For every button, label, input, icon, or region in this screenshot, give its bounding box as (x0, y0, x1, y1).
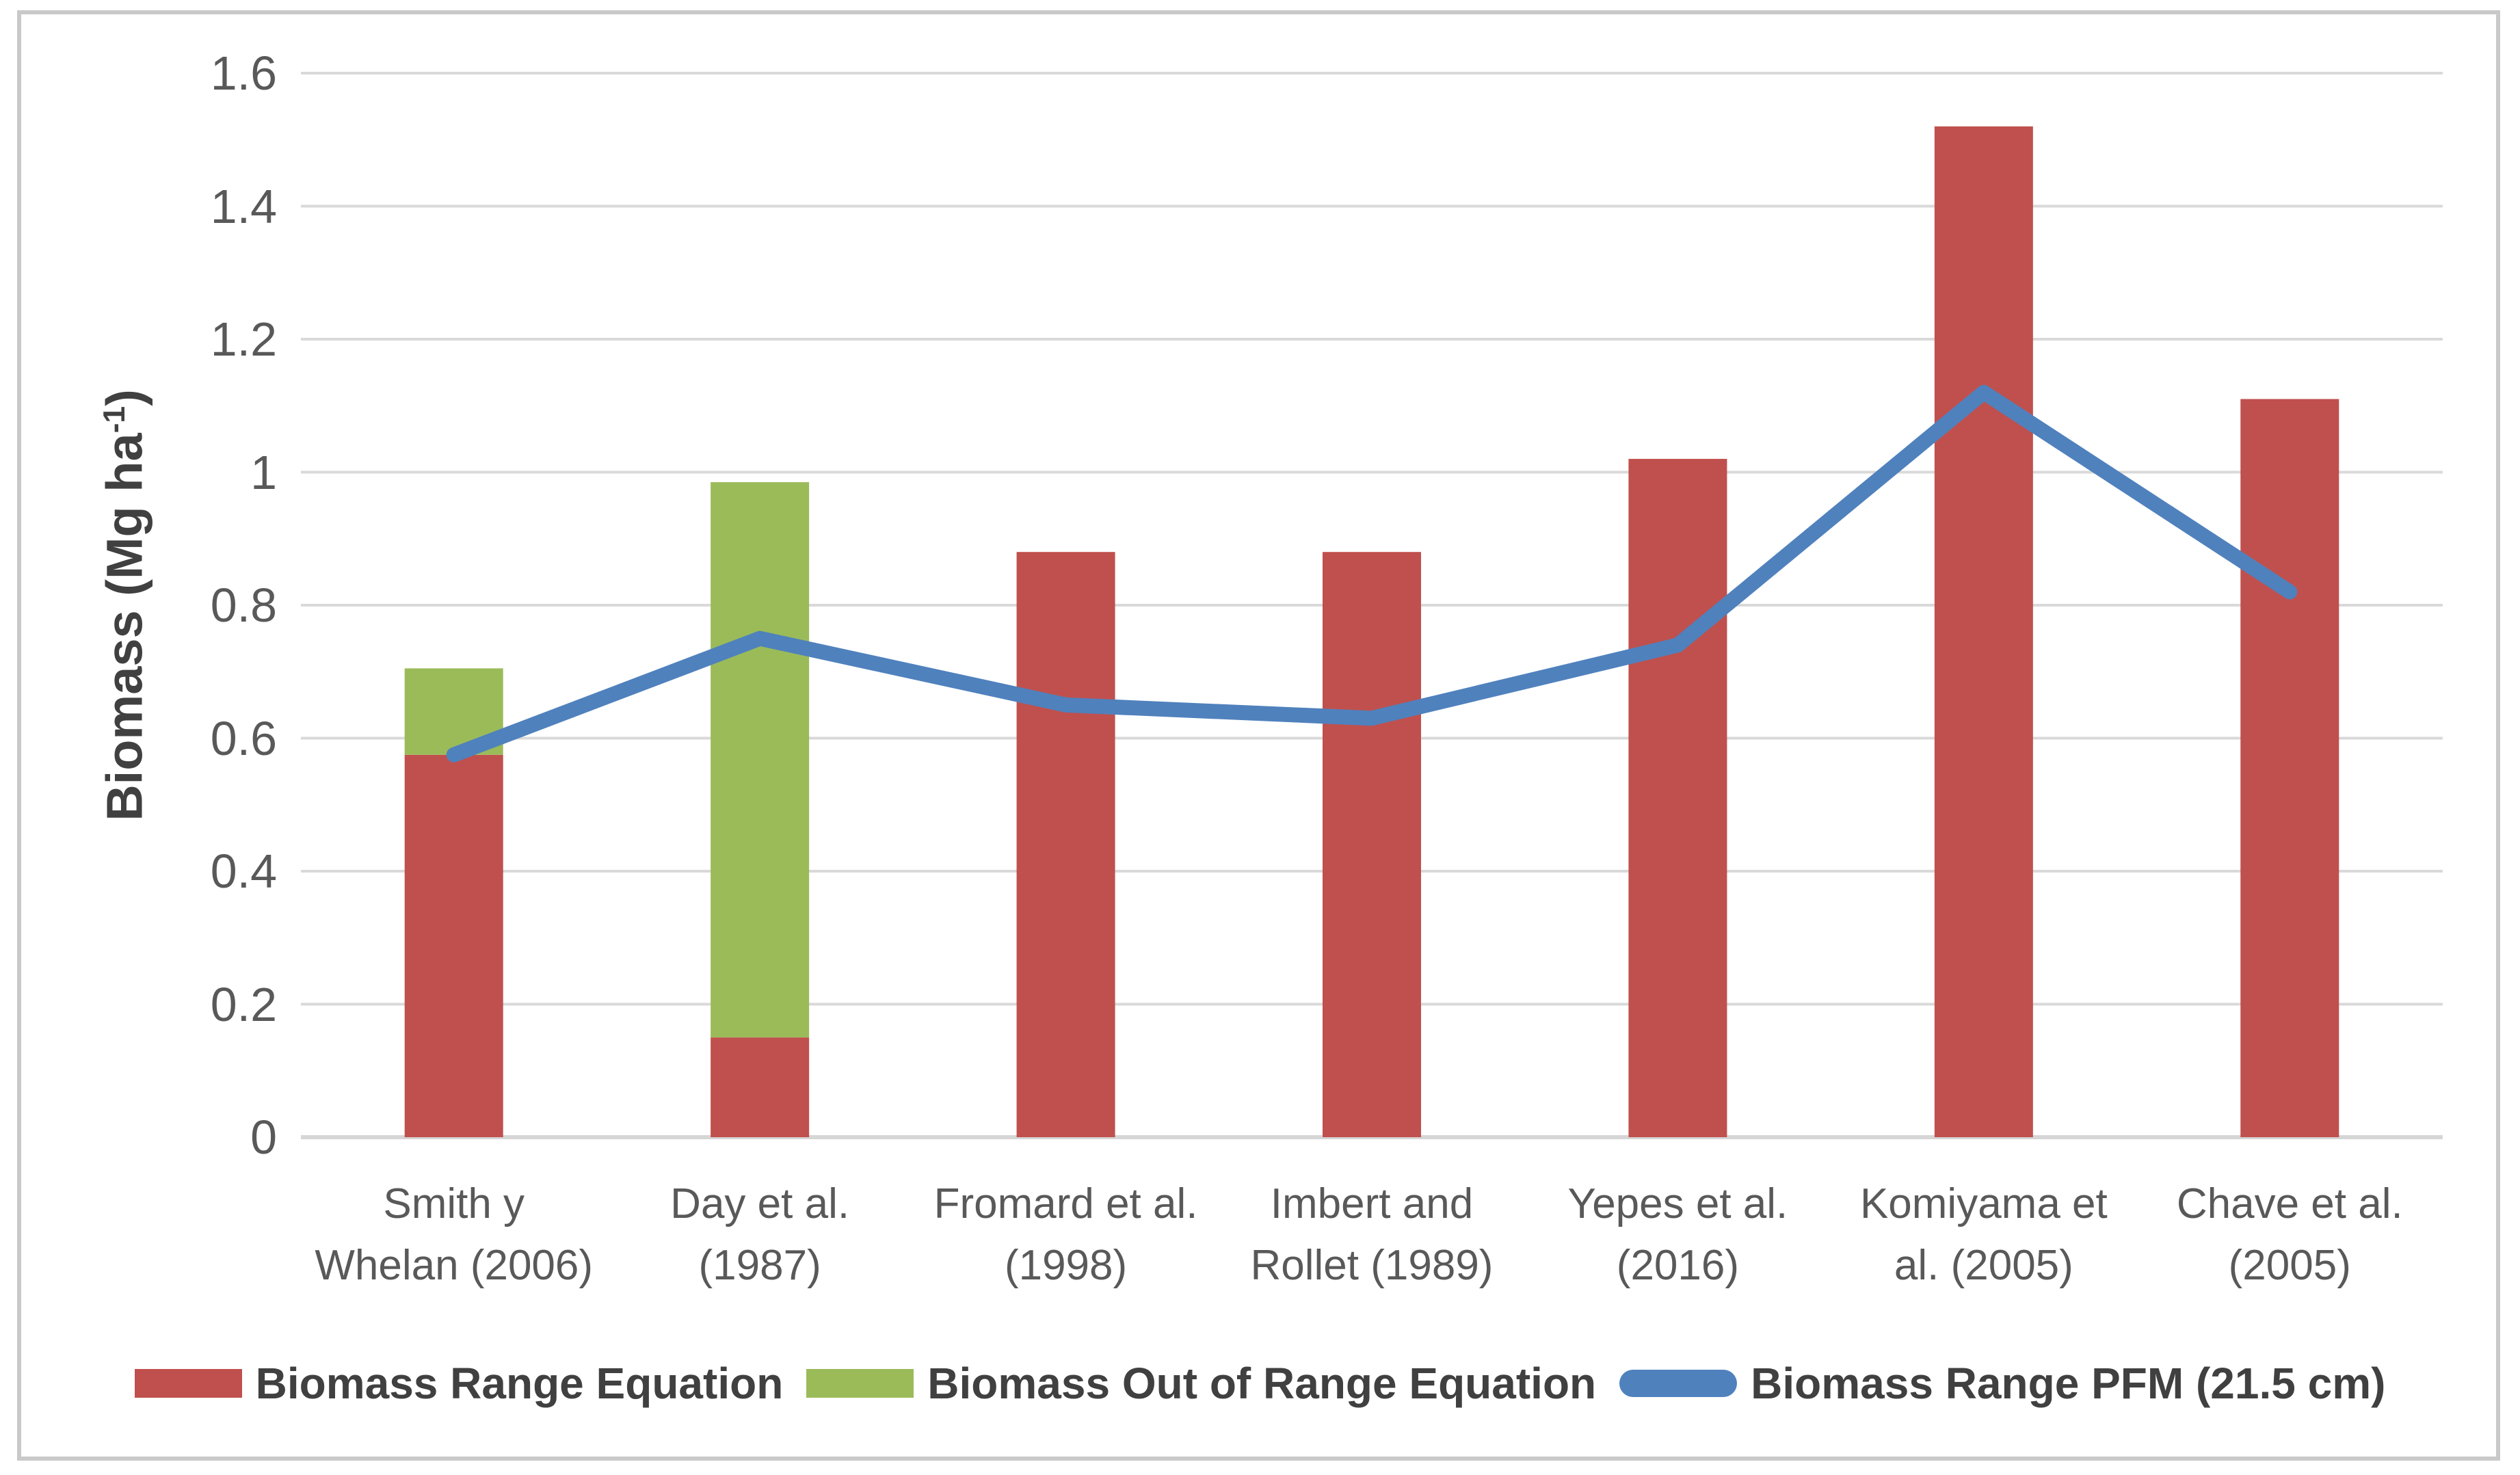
x-category-label: Fromard et al. (1998) (913, 1173, 1219, 1297)
legend-item-biomass-range-pfm: Biomass Range PFM (21.5 cm) (1619, 1358, 2385, 1409)
bar-biomass-range-equation (404, 754, 503, 1137)
chart-legend: Biomass Range Equation Biomass Out of Ra… (0, 1351, 2520, 1416)
x-category-label-line: Chave et al. (2176, 1180, 2403, 1227)
line-biomass-range-pfm (446, 384, 2298, 762)
legend-label: Biomass Range Equation (255, 1359, 784, 1408)
x-category-label-line: Whelan (2006) (315, 1242, 594, 1289)
y-tick-label: 0.6 (210, 711, 277, 765)
x-category-label-line: Fromard et al. (933, 1180, 1198, 1227)
y-tick-label: 1 (250, 445, 277, 499)
x-category-label-line: (2005) (2228, 1242, 2351, 1289)
x-category-label-line: Komiyama et (1859, 1180, 2108, 1227)
x-category-label-line: Yepes et al. (1567, 1180, 1788, 1227)
y-tick-label: 0 (250, 1111, 277, 1164)
x-category-label-line: Smith y (383, 1180, 525, 1227)
y-tick-label: 1.6 (210, 46, 277, 100)
bar-biomass-range-equation (1323, 552, 1421, 1137)
y-axis-title-superscript: -1 (97, 406, 131, 434)
bar-biomass-range-equation (2240, 399, 2339, 1137)
legend-label: Biomass Out of Range Equation (927, 1359, 1597, 1408)
x-category-label: Day et al. (1987) (607, 1173, 912, 1297)
bar-biomass-range-equation (1016, 552, 1115, 1137)
x-category-label-line: (2016) (1616, 1242, 1740, 1289)
bar-biomass-range-equation (1934, 126, 2033, 1137)
y-axis-title-close: ) (96, 389, 153, 406)
x-category-label: Smith y Whelan (2006) (301, 1173, 607, 1297)
legend-swatch-blue-line-icon (1619, 1370, 1738, 1397)
y-tick-label: 0.4 (210, 845, 277, 898)
x-category-label: Yepes et al. (2016) (1525, 1173, 1831, 1297)
x-category-label: Komiyama et al. (2005) (1831, 1173, 2136, 1297)
y-tick-label: 1.4 (210, 179, 277, 233)
y-tick-label: 1.2 (210, 313, 277, 366)
x-category-label-line: Imbert and (1270, 1180, 1474, 1227)
x-category-label-line: Rollet (1989) (1250, 1242, 1494, 1289)
x-category-label-line: Day et al. (670, 1180, 850, 1227)
x-category-label-line: al. (2005) (1894, 1242, 2073, 1289)
x-category-label-line: (1998) (1004, 1242, 1128, 1289)
x-category-label-line: (1987) (698, 1242, 821, 1289)
y-tick-label: 0.2 (210, 977, 277, 1031)
y-tick-label: 0.8 (210, 579, 277, 632)
legend-swatch-green-bar-icon (806, 1369, 914, 1398)
chart-frame-border (17, 10, 2500, 1461)
legend-label: Biomass Range PFM (21.5 cm) (1751, 1359, 2386, 1408)
bar-biomass-range-equation (711, 1037, 810, 1137)
x-category-label: Chave et al. (2005) (2137, 1173, 2443, 1297)
legend-swatch-red-bar-icon (134, 1369, 242, 1398)
bar-biomass-out-of-range-equation (711, 482, 810, 1038)
legend-item-biomass-range-equation: Biomass Range Equation (134, 1358, 784, 1409)
bar-biomass-range-equation (1628, 459, 1727, 1137)
x-category-label: Imbert and Rollet (1989) (1219, 1173, 1524, 1297)
legend-item-biomass-out-of-range-equation: Biomass Out of Range Equation (806, 1358, 1596, 1409)
